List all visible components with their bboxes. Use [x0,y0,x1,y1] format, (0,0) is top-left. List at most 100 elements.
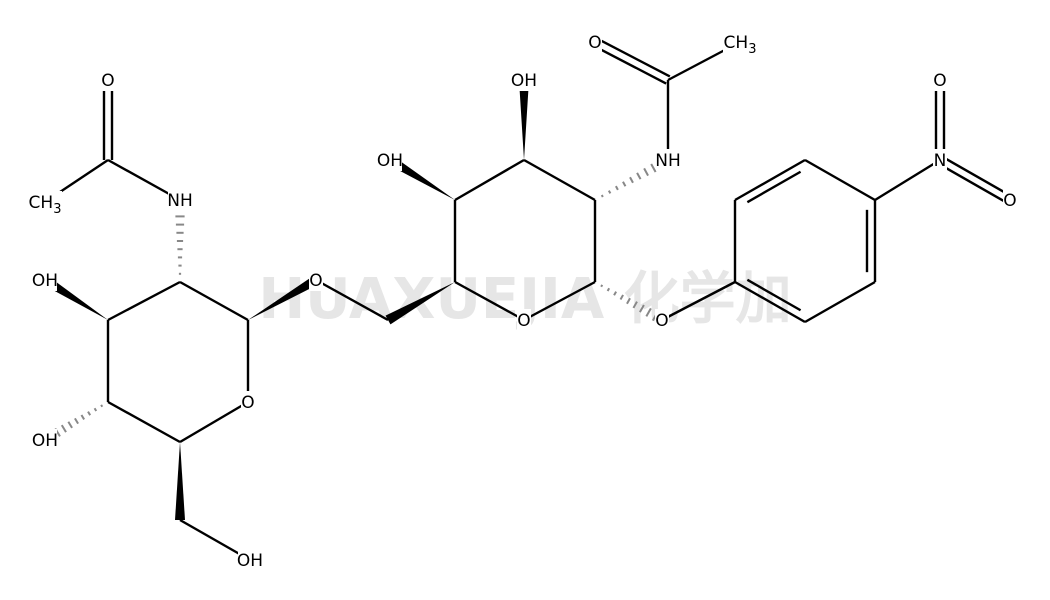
hash-line [619,294,624,300]
hash-bond [174,207,186,275]
atom-label: O [309,271,322,291]
bond [454,280,525,322]
label-bg [378,149,402,171]
label-part: 3 [748,42,756,57]
label-part: O [933,71,946,91]
atom-label: OH [32,271,58,291]
label-part: NH [655,151,681,171]
hash-line [67,421,73,429]
atom-label: OH [377,151,403,171]
label-bg [238,549,262,571]
bond [107,400,181,444]
hash-line [600,284,604,288]
label-bg [309,269,323,291]
bond [804,158,876,202]
hash-line [645,307,652,317]
wedge-bond [175,442,185,520]
label-bg [33,269,57,291]
hash-line [100,404,104,408]
atom-label: O [655,311,668,331]
label-bg [517,309,531,331]
label-part: O [588,33,601,53]
label-part: 3 [53,202,61,217]
aromatic-inner-bond [746,170,802,204]
label-part: CH [29,193,54,213]
label-part: OH [237,551,263,571]
hash-line [60,424,67,433]
hash-line [80,414,85,420]
atom-label: O [241,393,254,413]
bond [179,400,249,444]
hash-line [622,181,627,187]
label-part: O [517,311,530,331]
label-bg [168,189,192,211]
bond [661,280,736,322]
label-part: N [934,151,947,171]
label-bg [933,149,947,171]
bond [734,158,806,202]
double-bond [941,155,1013,198]
label-part: CH [724,33,749,53]
wedge-bond [519,80,529,160]
atom-label: O [517,311,530,331]
label-part: OH [32,271,58,291]
label-part: OH [511,71,537,91]
label-bg [1003,189,1017,211]
wedge-bond [385,282,455,325]
hash-line [93,407,98,412]
label-bg [588,31,602,53]
atom-label: O [588,33,601,53]
bond [179,280,249,322]
wedge-bond [248,275,319,320]
hash-line [629,176,634,184]
bond [804,280,876,324]
label-bg [33,429,57,451]
label-part: O [309,271,322,291]
hash-line [606,287,611,292]
label-bg [656,149,680,171]
bond [523,158,596,202]
double-bond [937,162,1009,205]
hash-line [636,172,642,180]
atom-label: O [1003,191,1016,211]
label-part: OH [32,431,58,451]
hash-line [87,411,92,416]
label-bg [101,69,115,91]
hash-line [613,291,618,296]
label-part: NH [167,191,193,211]
double-bond [596,37,671,78]
hash-line [639,304,645,313]
atom-label: OH [32,431,58,451]
hash-line [615,185,619,191]
label-part: O [1003,191,1016,211]
atom-label: OH [511,71,537,91]
aromatic-inner-bond [746,278,802,312]
label-bg [241,391,255,413]
wedge-bond [387,155,455,200]
wedge-bond [42,275,108,320]
atom-label: N [934,151,947,171]
hash-line [600,194,604,198]
hash-line [74,417,79,425]
bond [734,280,806,324]
hash-line [650,163,657,173]
atom-label: NH [655,151,681,171]
bond [874,158,941,202]
label-bg [933,69,947,91]
hash-line [643,167,649,177]
bond [315,278,389,322]
double-bond [592,44,667,85]
atom-label: O [933,71,946,91]
hash-line [607,190,612,194]
atom-label: O [101,71,114,91]
hash-line [626,297,631,305]
label-part: O [655,311,668,331]
atom-label: OH [237,551,263,571]
label-bg [655,309,669,331]
hash-bond [600,159,665,198]
label-bg [28,191,62,213]
bond [454,158,525,202]
label-part: O [241,393,254,413]
bond [107,280,181,322]
atom-label: CH3 [724,33,757,57]
